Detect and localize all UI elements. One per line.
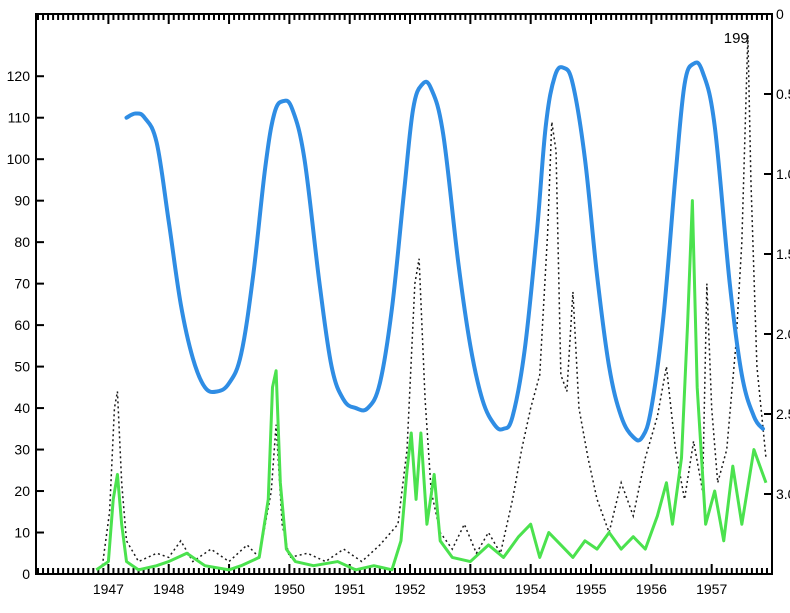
- y-left-tick-label: 0: [22, 566, 30, 582]
- x-tick-label: 1956: [636, 581, 667, 597]
- y-right-tick-label: 0.5: [776, 86, 790, 102]
- x-tick-label: 1953: [455, 581, 486, 597]
- timeseries-chart: 1947 1948 1949 1950 1951 1952 1953 1954 1955 1956…: [0, 0, 790, 613]
- y-right-tick-label: 1.5: [776, 246, 790, 262]
- y-left-tick-label: 10: [14, 525, 30, 541]
- y-right-tick-label: 1.0: [776, 166, 790, 182]
- y-left-tick-label: 80: [14, 234, 30, 250]
- y-left-tick-label: 20: [14, 483, 30, 499]
- x-tick-label: 1949: [213, 581, 244, 597]
- x-tick-label: 1955: [575, 581, 606, 597]
- y-right-tick-label: 0: [776, 6, 784, 22]
- y-right-tick-label: 3.0: [776, 486, 790, 502]
- y-left-tick-label: 70: [14, 276, 30, 292]
- y-left-tick-label: 60: [14, 317, 30, 333]
- x-tick-label: 1954: [515, 581, 546, 597]
- y-left-tick-label: 50: [14, 359, 30, 375]
- x-tick-label: 1952: [394, 581, 425, 597]
- y-right-tick-label: 2.5: [776, 406, 790, 422]
- y-left-tick-label: 30: [14, 442, 30, 458]
- x-tick-label: 1951: [334, 581, 365, 597]
- y-left-tick-label: 40: [14, 400, 30, 416]
- x-tick-label: 1947: [93, 581, 124, 597]
- x-tick-label: 1948: [153, 581, 184, 597]
- x-tick-label: 1950: [274, 581, 305, 597]
- y-left-tick-label: 120: [7, 68, 31, 84]
- annotation-label: 199: [724, 30, 749, 47]
- y-right-tick-label: 2.0: [776, 326, 790, 342]
- x-tick-label: 1957: [696, 581, 727, 597]
- y-left-tick-label: 90: [14, 193, 30, 209]
- y-left-tick-label: 100: [7, 151, 31, 167]
- y-left-tick-label: 110: [8, 110, 31, 126]
